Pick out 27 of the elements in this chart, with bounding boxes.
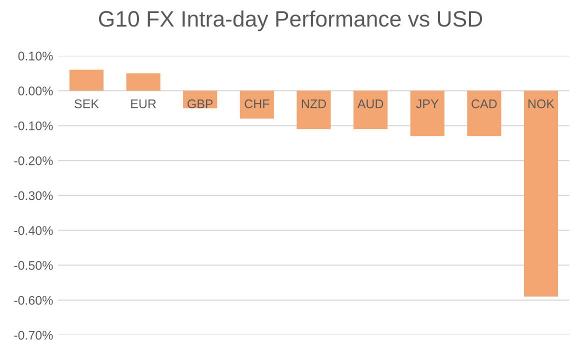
x-tick-label: SEK — [74, 99, 99, 108]
y-tick-label: -0.70% — [14, 330, 53, 340]
bar — [69, 70, 104, 91]
bar — [410, 90, 444, 136]
x-tick-label: GBP — [188, 99, 213, 108]
bar — [467, 90, 502, 136]
x-tick-label: CAD — [472, 99, 497, 108]
x-tick-label: JPY — [416, 100, 439, 108]
x-tick-label: NOK — [528, 99, 554, 108]
bar — [354, 90, 388, 130]
y-tick-label: -0.20% — [14, 156, 53, 166]
bar — [126, 73, 160, 91]
x-tick-label: EUR — [131, 100, 156, 108]
bar — [240, 90, 274, 119]
y-tick-label: -0.60% — [14, 296, 53, 305]
y-tick-label: -0.50% — [14, 261, 53, 270]
x-tick-label: NZD — [302, 100, 326, 108]
x-tick-label: CHF — [244, 99, 270, 108]
bar — [524, 90, 558, 297]
chart-title: G10 FX Intra-day Performance vs USD — [98, 10, 482, 32]
y-tick-label: 0.10% — [18, 52, 53, 60]
x-tick-label: AUD — [357, 100, 384, 108]
y-tick-label: 0.00% — [18, 86, 53, 96]
y-tick-label: -0.10% — [14, 121, 53, 130]
y-tick-label: -0.30% — [14, 191, 53, 200]
y-tick-label: -0.40% — [14, 226, 53, 235]
bar — [296, 90, 331, 130]
